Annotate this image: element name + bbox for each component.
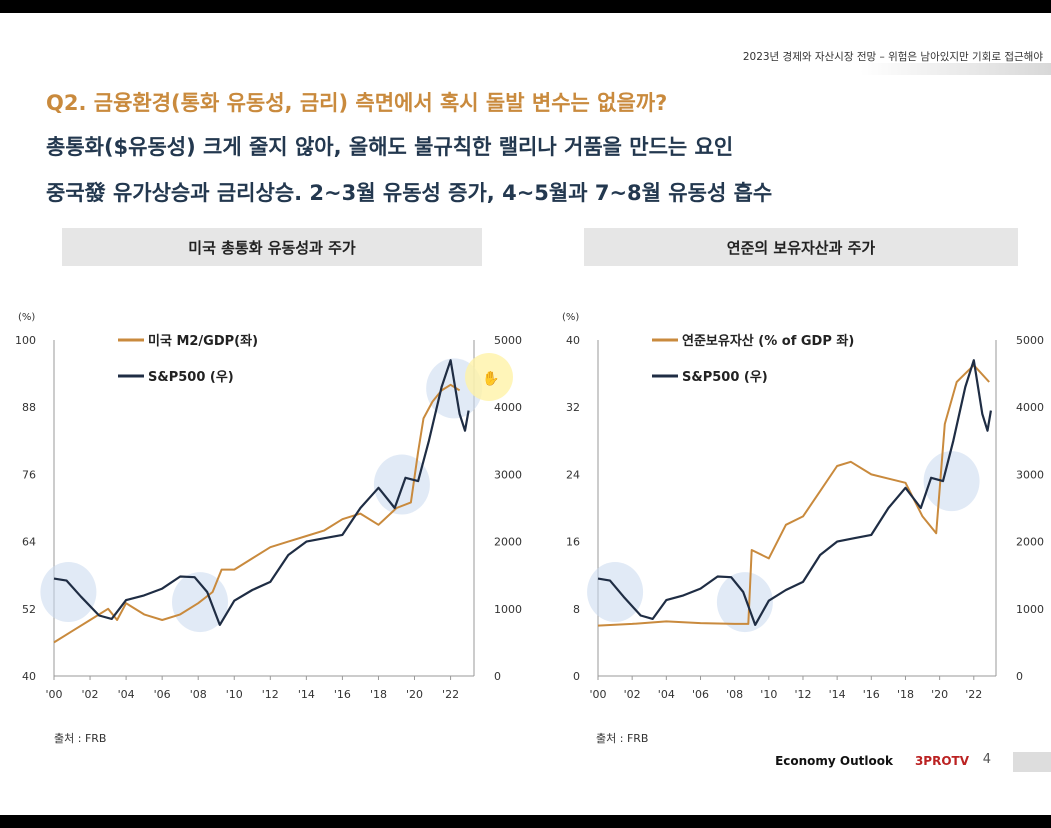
- chart0-y-unit: (%): [18, 312, 35, 323]
- header-divider: [860, 63, 1051, 75]
- chart0-x-tick-label: '00: [45, 688, 62, 701]
- chart0-x-tick-label: '18: [370, 688, 387, 701]
- chart1-right-tick-label: 1000: [1016, 603, 1044, 616]
- footer-page-number: 4: [982, 752, 991, 767]
- chart0-right-tick-label: 0: [494, 670, 501, 683]
- chart1-right-tick-label: 3000: [1016, 468, 1044, 481]
- chart1-x-tick-label: '14: [829, 688, 846, 701]
- chart1-left-tick-label: 32: [566, 401, 580, 414]
- chart0-right-tick-label: 4000: [494, 401, 522, 414]
- chart1-left-tick-label: 40: [566, 334, 580, 347]
- chart-left-title: 미국 총통화 유동성과 주가: [62, 228, 482, 266]
- chart1-left-tick-label: 16: [566, 536, 580, 549]
- chart1-x-tick-label: '20: [931, 688, 948, 701]
- report-subtitle: 2023년 경제와 자산시장 전망 – 위험은 남아있지만 기회로 접근해야: [742, 51, 1043, 63]
- chart0-right-tick-label: 1000: [494, 603, 522, 616]
- chart0-x-tick-label: '06: [154, 688, 171, 701]
- chart0-highlight-circle: [40, 562, 97, 622]
- chart0-left-tick-label: 76: [22, 468, 36, 481]
- chart1-right-tick-label: 5000: [1016, 334, 1044, 347]
- summary-line-1: 총통화($유동성) 크게 줄지 않아, 올해도 불규칙한 랠리나 거품을 만드는…: [46, 135, 734, 159]
- chart0-right-tick-label: 2000: [494, 536, 522, 549]
- chart0-right-tick-label: 5000: [494, 334, 522, 347]
- footer-bar: [1013, 752, 1051, 772]
- chart0-x-tick-label: '04: [118, 688, 135, 701]
- summary-line-2: 중국發 유가상승과 금리상승. 2~3월 유동성 증가, 4~5월과 7~8월 …: [46, 181, 773, 205]
- question-title: Q2. 금융환경(통화 유동성, 금리) 측면에서 혹시 돌발 변수는 없을까?: [46, 91, 668, 115]
- chart1-x-tick-label: '10: [760, 688, 777, 701]
- chart0-x-tick-label: '16: [334, 688, 351, 701]
- chart0-left-tick-label: 64: [22, 536, 36, 549]
- chart-right-source: 출처 : FRB: [596, 732, 649, 745]
- chart-left-source: 출처 : FRB: [54, 732, 107, 745]
- chart0-left-tick-label: 52: [22, 603, 36, 616]
- chart0-x-tick-label: '08: [190, 688, 207, 701]
- hand-cursor-icon: ✋: [482, 370, 499, 387]
- chart1-highlight-circle: [587, 562, 644, 622]
- chart1-series-0-line: [597, 364, 990, 627]
- chart-right-title: 연준의 보유자산과 주가: [584, 228, 1018, 266]
- chart1-left-tick-label: 0: [573, 670, 580, 683]
- chart0-legend-label-1: S&P500 (우): [148, 370, 234, 385]
- chart0-x-tick-label: '22: [442, 688, 459, 701]
- chart0-right-tick-label: 3000: [494, 468, 522, 481]
- chart0-x-tick-label: '12: [262, 688, 279, 701]
- chart1-left-tick-label: 8: [573, 603, 580, 616]
- chart0-left-tick-label: 100: [15, 334, 36, 347]
- chart1-x-tick-label: '04: [658, 688, 675, 701]
- chart0-x-tick-label: '02: [82, 688, 99, 701]
- chart1-left-tick-label: 24: [566, 468, 580, 481]
- chart0-series-1-line: [53, 359, 470, 627]
- chart1-x-tick-label: '16: [863, 688, 880, 701]
- chart1-highlight-circle: [923, 451, 980, 512]
- chart1-x-tick-label: '00: [589, 688, 606, 701]
- chart0-left-tick-label: 40: [22, 670, 36, 683]
- chart1-series-1-line: [597, 359, 992, 627]
- chart1-x-tick-label: '02: [624, 688, 641, 701]
- cursor-highlight: [465, 353, 513, 401]
- footer-channel: 3PROTV: [914, 754, 969, 768]
- chart1-right-tick-label: 2000: [1016, 536, 1044, 549]
- chart0-legend-label-0: 미국 M2/GDP(좌): [148, 333, 258, 349]
- chart1-x-tick-label: '12: [794, 688, 811, 701]
- chart1-y-unit: (%): [562, 312, 579, 323]
- slide: 2023년 경제와 자산시장 전망 – 위험은 남아있지만 기회로 접근해야 Q…: [0, 13, 1051, 815]
- chart0-x-tick-label: '20: [406, 688, 423, 701]
- chart1-x-tick-label: '22: [965, 688, 982, 701]
- chart0-x-tick-label: '10: [226, 688, 243, 701]
- chart1-right-tick-label: 0: [1016, 670, 1023, 683]
- chart1-legend-label-0: 연준보유자산 (% of GDP 좌): [682, 333, 854, 349]
- chart1-legend-label-1: S&P500 (우): [682, 370, 768, 385]
- chart1-x-tick-label: '08: [726, 688, 743, 701]
- chart0-left-tick-label: 88: [22, 401, 36, 414]
- chart1-x-tick-label: '06: [692, 688, 709, 701]
- chart1-x-tick-label: '18: [897, 688, 914, 701]
- chart0-series-0-line: [53, 383, 461, 644]
- chart0-x-tick-label: '14: [298, 688, 315, 701]
- chart1-right-tick-label: 4000: [1016, 401, 1044, 414]
- footer-brand: Economy Outlook: [775, 754, 893, 768]
